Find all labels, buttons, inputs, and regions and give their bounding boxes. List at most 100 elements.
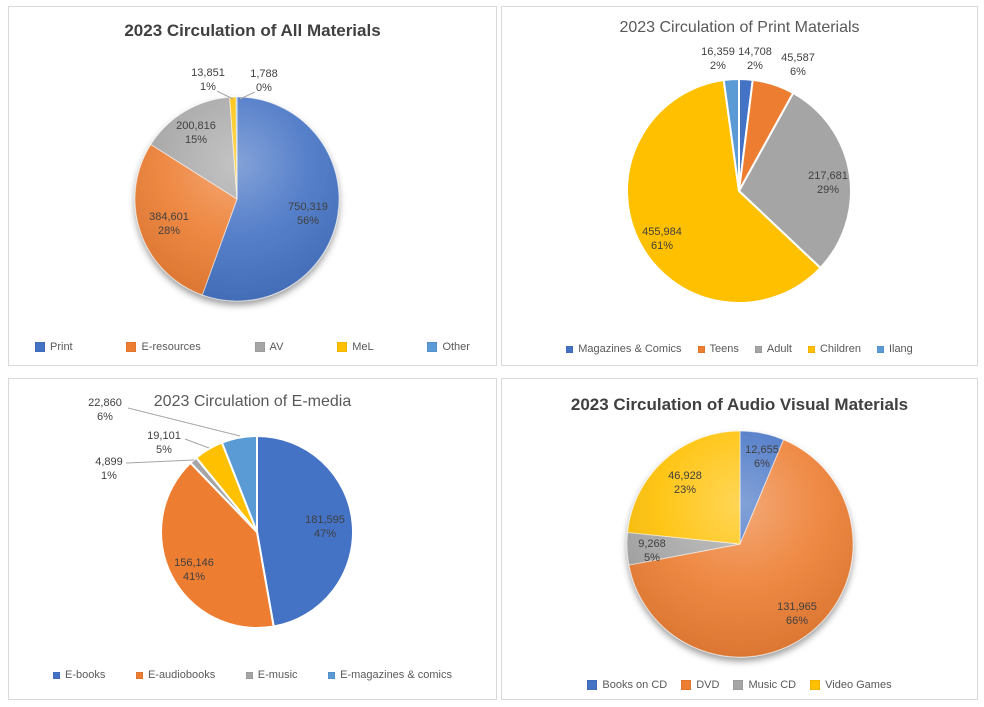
pie-slice-e-books[interactable] xyxy=(256,435,354,628)
legend-item-other[interactable]: Other xyxy=(427,341,470,353)
legend-swatch xyxy=(337,342,348,352)
legend-label: Ilang xyxy=(888,343,913,355)
legend-item-teens[interactable]: Teens xyxy=(697,343,739,355)
chart-panel-all-materials: 2023 Circulation of All Materials 750,31… xyxy=(8,6,497,366)
legend-label: E-resources xyxy=(141,341,201,353)
legend-label: Teens xyxy=(709,343,739,355)
slice-data-label: 200,816 15% xyxy=(176,120,216,146)
slice-data-label: 46,928 23% xyxy=(668,470,702,496)
slice-data-label: 12,655 6% xyxy=(745,444,779,470)
slice-data-label: 131,965 66% xyxy=(777,601,817,627)
legend-swatch xyxy=(697,345,705,353)
legend-swatch xyxy=(135,671,143,679)
leader-line xyxy=(127,407,241,437)
pie-chart: 14,708 2% 45,587 6% 217,681 29% 455,984 61% 16,3… xyxy=(626,46,852,304)
legend-label: Music CD xyxy=(748,679,797,691)
legend-swatch xyxy=(126,342,137,352)
slice-data-label: 9,268 5% xyxy=(638,538,666,564)
legend-swatch xyxy=(733,680,744,690)
legend-label: Video Games xyxy=(825,679,892,691)
slice-data-label: 22,860 6% xyxy=(88,397,122,423)
slice-data-label: 4,899 1% xyxy=(95,456,123,482)
slice-data-label: 750,319 56% xyxy=(288,201,328,227)
chart-title: 2023 Circulation of Print Materials xyxy=(619,19,860,36)
legend-item-children[interactable]: Children xyxy=(807,343,861,355)
legend-label: E-audiobooks xyxy=(147,669,216,681)
legend-label: Adult xyxy=(766,343,792,355)
pie-chart: 12,655 6% 131,965 66% 9,268 5% 46,928 23% xyxy=(626,430,854,658)
legend-item-e-books[interactable]: E-books xyxy=(53,669,105,681)
legend-label: AV xyxy=(269,341,284,353)
legend-label: E-books xyxy=(65,669,106,681)
legend-label: Books on CD xyxy=(602,679,668,691)
legend-label: MeL xyxy=(352,341,374,353)
legend-label: Magazines & Comics xyxy=(578,343,682,355)
legend-swatch xyxy=(807,345,815,353)
chart-legend: Print E-resources AV MeL Other xyxy=(9,341,496,353)
legend-swatch xyxy=(254,342,265,352)
pie-slice-e-audiobooks[interactable] xyxy=(160,461,275,630)
chart-panel-print-materials: 2023 Circulation of Print Materials 14,7… xyxy=(501,6,978,366)
legend-item-magazines-and-comics[interactable]: Magazines & Comics xyxy=(566,343,682,355)
pie-slice-ilang[interactable] xyxy=(722,78,740,192)
pie-slice-adult[interactable] xyxy=(738,91,852,269)
slice-data-label: 1,788 0% xyxy=(250,68,278,94)
legend-label: Print xyxy=(50,341,73,353)
legend-item-e-music[interactable]: E-music xyxy=(245,669,298,681)
legend-label: Other xyxy=(442,341,470,353)
chart-legend: E-books E-audiobooks E-music E-magazines & … xyxy=(9,669,496,681)
legend-item-mel[interactable]: MeL xyxy=(337,341,374,353)
pie-slice-e-magazines-and-comics[interactable] xyxy=(220,435,258,533)
legend-item-adult[interactable]: Adult xyxy=(754,343,792,355)
legend-item-music-cd[interactable]: Music CD xyxy=(733,679,796,691)
leader-line xyxy=(184,438,210,449)
legend-swatch xyxy=(566,345,574,353)
pie-chart: 181,595 47% 156,146 41% 4,899 1% 19,101 5% 22,86… xyxy=(88,397,354,630)
legend-item-ilang[interactable]: Ilang xyxy=(876,343,913,355)
legend-swatch xyxy=(681,680,692,690)
chart-legend: Books on CD DVD Music CD Video Games xyxy=(502,679,977,691)
legend-swatch xyxy=(328,671,336,679)
legend-swatch xyxy=(53,671,60,679)
chart-title: 2023 Circulation of All Materials xyxy=(124,21,381,40)
slice-data-label: 384,601 28% xyxy=(149,211,189,237)
legend-item-e-audiobooks[interactable]: E-audiobooks xyxy=(135,669,216,681)
chart-panel-e-media: 2023 Circulation of E-media 181,595 47% 15… xyxy=(8,378,497,700)
legend-swatch xyxy=(876,345,884,353)
legend-swatch xyxy=(427,342,438,352)
legend-item-print[interactable]: Print xyxy=(35,341,73,353)
legend-swatch xyxy=(245,671,253,679)
chart-panel-audio-visual: 2023 Circulation of Audio Visual Materia… xyxy=(501,378,978,700)
legend-swatch xyxy=(587,680,598,690)
chart-title: 2023 Circulation of Audio Visual Materia… xyxy=(570,395,909,414)
legend-swatch xyxy=(35,342,45,352)
leader-line xyxy=(125,459,195,464)
legend-label: E-magazines & comics xyxy=(340,669,452,681)
legend-item-dvd[interactable]: DVD xyxy=(681,679,719,691)
pie-chart: 750,319 56% 384,601 28% 200,816 15% 13,851 1% 1,… xyxy=(134,67,340,302)
slice-data-label: 14,708 2% xyxy=(738,46,772,72)
leader-line xyxy=(216,90,234,100)
slice-data-label: 181,595 47% xyxy=(305,514,345,540)
slice-data-label: 45,587 6% xyxy=(781,52,815,78)
legend-item-av[interactable]: AV xyxy=(254,341,284,353)
slice-data-label: 13,851 1% xyxy=(191,67,225,93)
legend-item-e-resources[interactable]: E-resources xyxy=(126,341,201,353)
slice-data-label: 16,359 2% xyxy=(701,46,735,72)
legend-label: DVD xyxy=(696,679,720,691)
chart-legend: Magazines & Comics Teens Adult Children Ilan… xyxy=(502,343,977,355)
legend-label: E-music xyxy=(257,669,298,681)
slice-data-label: 217,681 29% xyxy=(808,170,848,196)
legend-label: Children xyxy=(819,343,861,355)
legend-swatch xyxy=(810,680,821,690)
slice-data-label: 455,984 61% xyxy=(642,226,682,252)
legend-item-e-magazines-and-comics[interactable]: E-magazines & comics xyxy=(328,669,452,681)
leader-line xyxy=(239,91,256,100)
legend-item-books-on-cd[interactable]: Books on CD xyxy=(587,679,667,691)
legend-swatch xyxy=(754,345,762,353)
pie-slice-children[interactable] xyxy=(626,79,822,304)
chart-title: 2023 Circulation of E-media xyxy=(153,393,352,410)
slice-data-label: 19,101 5% xyxy=(147,430,181,456)
legend-item-video-games[interactable]: Video Games xyxy=(810,679,892,691)
